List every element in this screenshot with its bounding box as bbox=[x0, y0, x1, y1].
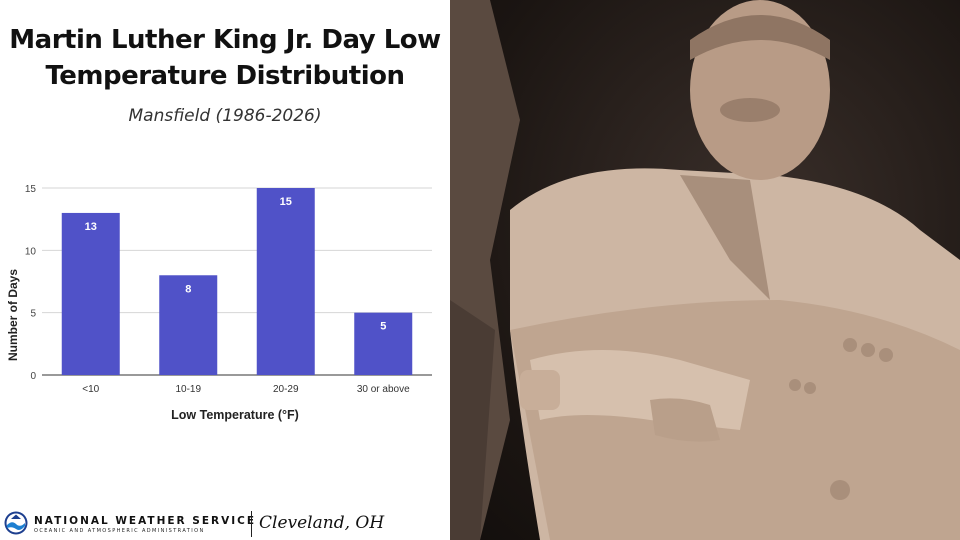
agency-subtitle: OCEANIC AND ATMOSPHERIC ADMINISTRATION bbox=[34, 528, 205, 534]
y-axis-label: Number of Days bbox=[6, 269, 20, 361]
bar-chart: 0 5 10 15 13 8 15 5 <10 10-19 20-29 30 or above N… bbox=[6, 184, 432, 422]
x-tick-labels: <10 10-19 20-29 30 or above bbox=[82, 384, 410, 395]
y-tick-label: 15 bbox=[25, 184, 37, 195]
y-tick-labels: 0 5 10 15 bbox=[25, 184, 37, 382]
bar-data-label: 15 bbox=[280, 196, 292, 208]
x-axis-label: Low Temperature (°F) bbox=[171, 408, 299, 422]
bar-data-label: 13 bbox=[85, 221, 97, 233]
statue-illustration-icon bbox=[450, 0, 960, 540]
chart-bars: 13 8 15 5 bbox=[61, 188, 413, 375]
bar bbox=[256, 188, 315, 375]
bar-data-label: 8 bbox=[185, 283, 191, 295]
x-tick-label: 30 or above bbox=[357, 384, 410, 395]
page-subtitle: Mansfield (1986-2026) bbox=[128, 106, 322, 126]
bar bbox=[159, 275, 218, 375]
y-tick-label: 5 bbox=[30, 309, 36, 320]
statue-photo bbox=[450, 0, 960, 540]
page-title: Martin Luther King Jr. Day Low Temperatu… bbox=[9, 25, 441, 91]
footer-divider bbox=[251, 511, 252, 537]
agency-name: NATIONAL WEATHER SERVICE bbox=[34, 515, 257, 527]
bar bbox=[61, 212, 120, 375]
bar bbox=[354, 312, 413, 375]
y-tick-label: 10 bbox=[25, 246, 37, 257]
noaa-logo-icon bbox=[4, 511, 28, 535]
y-tick-label: 0 bbox=[30, 371, 36, 382]
bar-data-label: 5 bbox=[380, 321, 386, 333]
x-tick-label: <10 bbox=[82, 384, 99, 395]
office-name: Cleveland, OH bbox=[259, 513, 385, 533]
left-panel: Martin Luther King Jr. Day Low Temperatu… bbox=[0, 0, 450, 540]
footer: NATIONAL WEATHER SERVICE OCEANIC AND ATM… bbox=[0, 505, 450, 539]
x-tick-label: 10-19 bbox=[175, 384, 201, 395]
x-tick-label: 20-29 bbox=[273, 384, 299, 395]
